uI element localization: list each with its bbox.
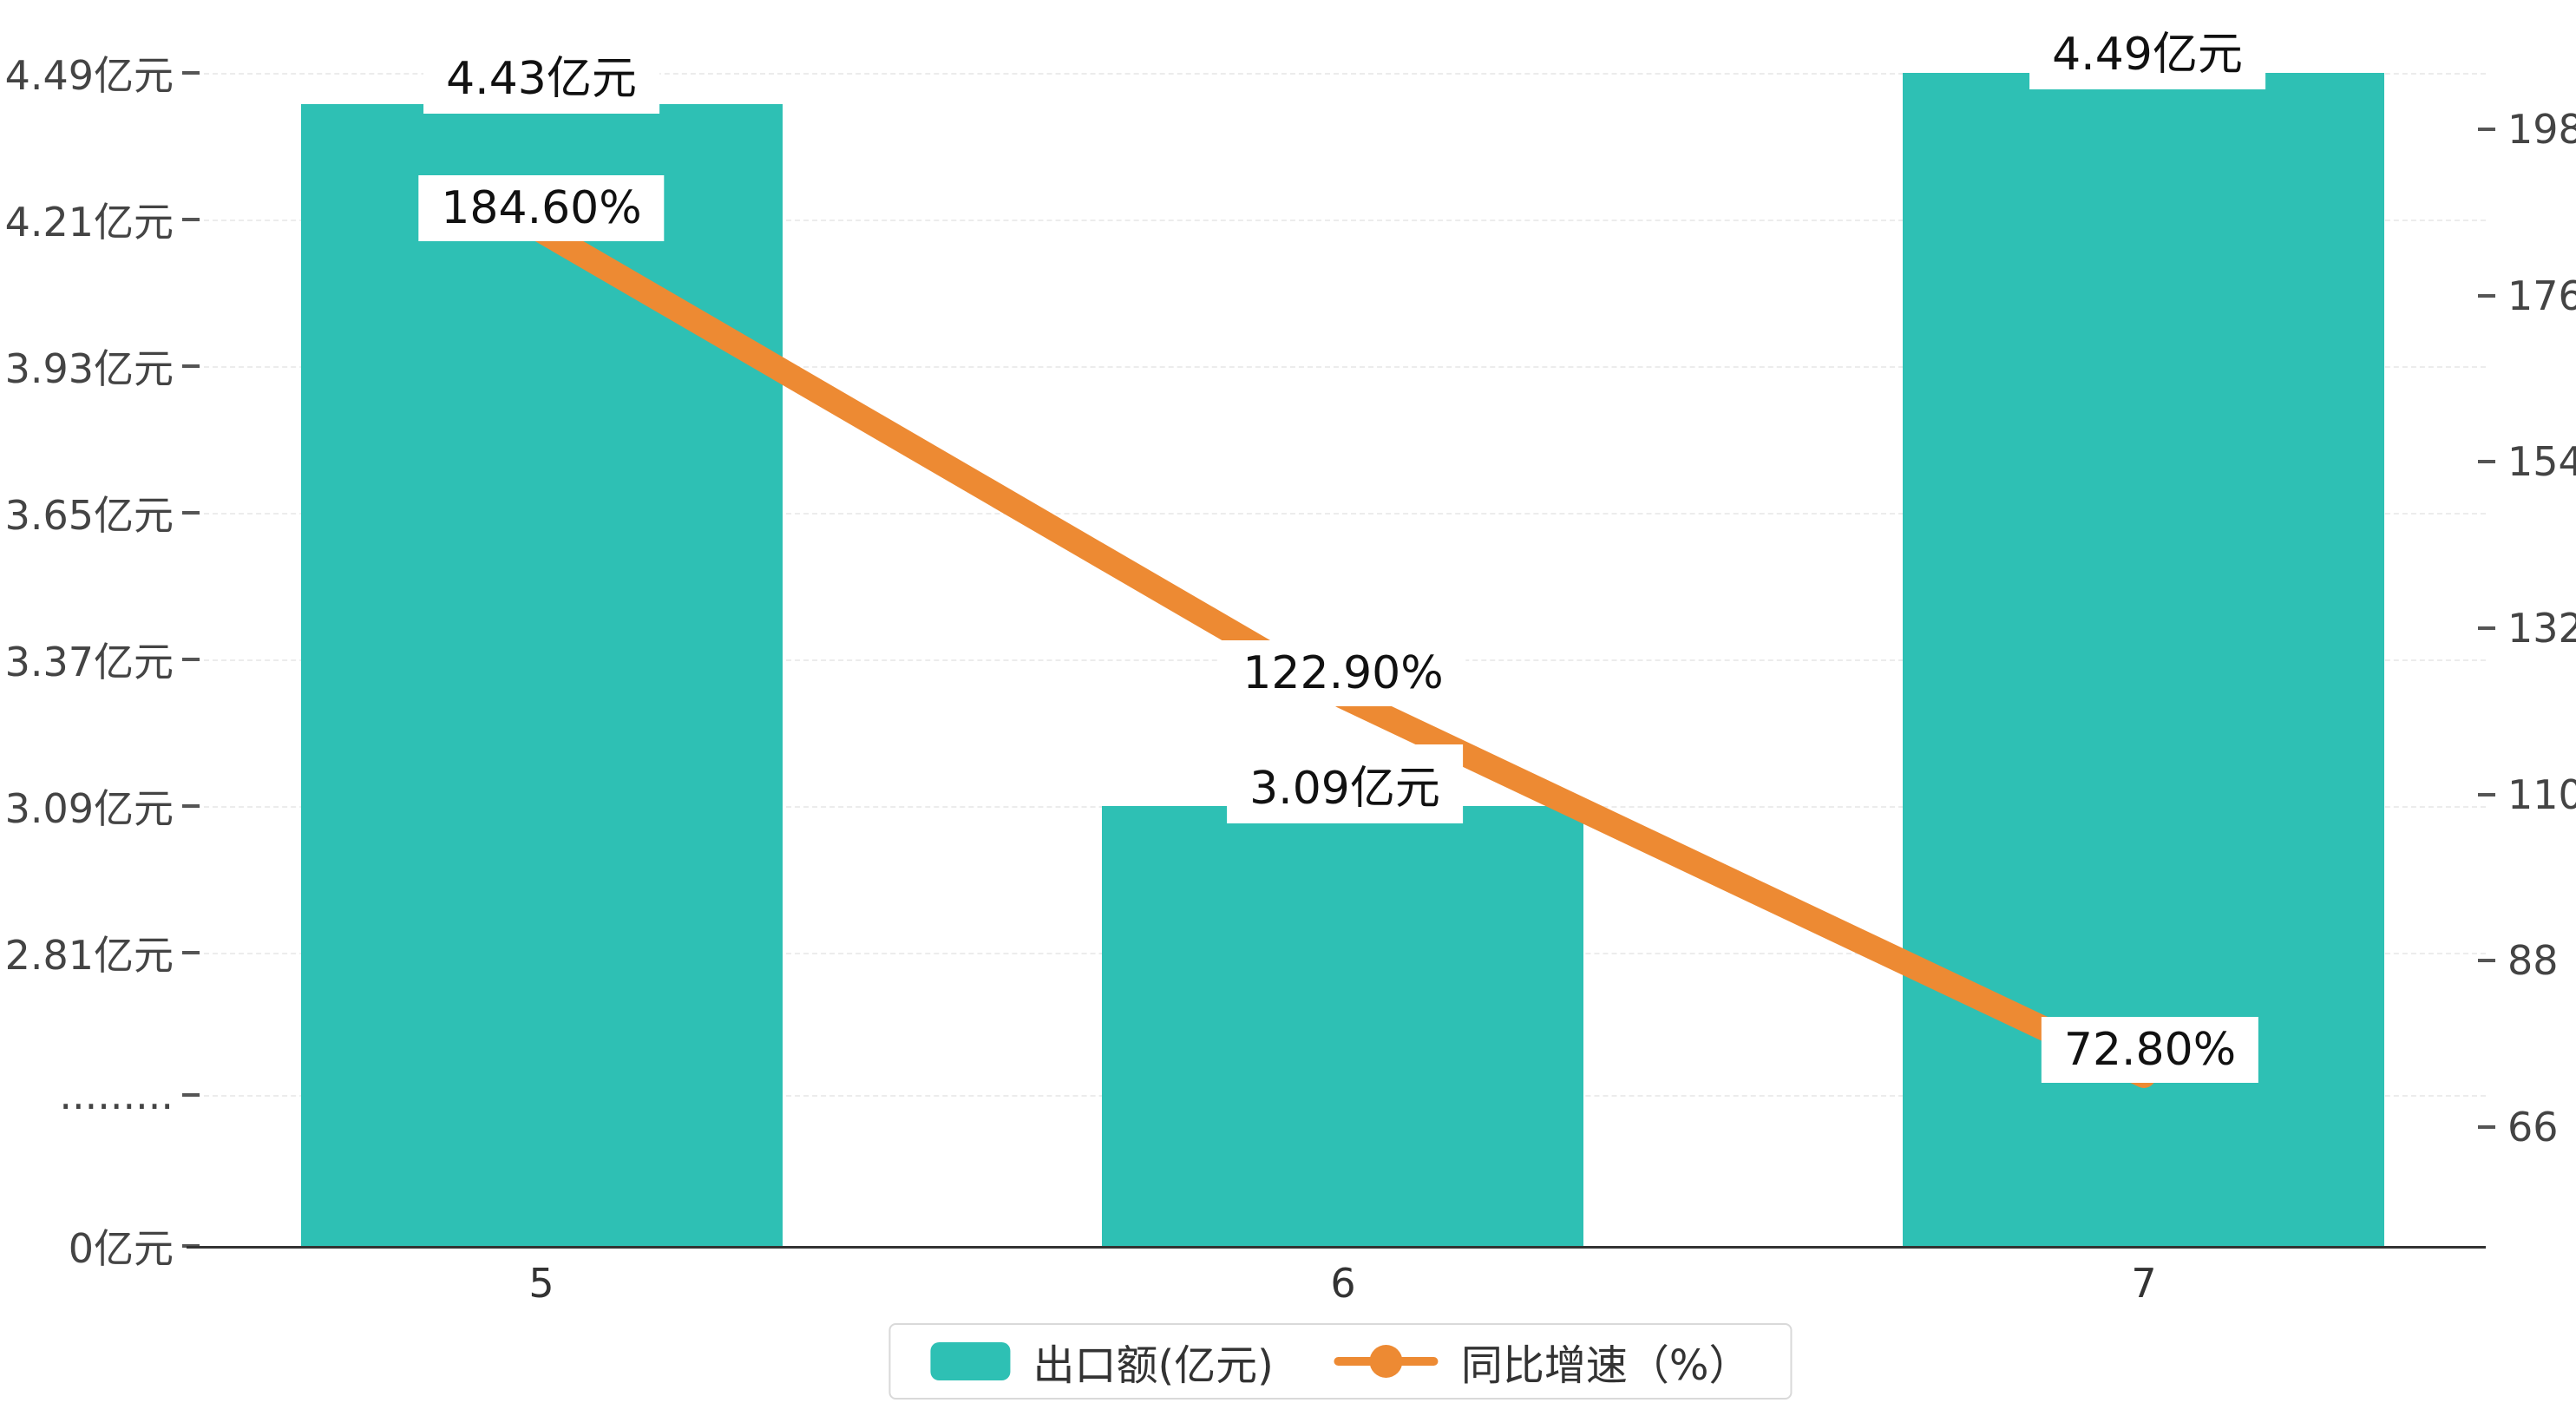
line-value-label: 122.90% (1220, 640, 1466, 706)
x-axis-tick-label: 7 (2131, 1260, 2157, 1307)
y-axis-left-tick-mark (182, 71, 200, 75)
gridline (187, 73, 2486, 75)
y-axis-left-tick-mark (182, 1093, 200, 1097)
line-value-label: 72.80% (2041, 1017, 2259, 1083)
y-axis-left-tick-label: 3.65亿元 (4, 492, 174, 539)
y-axis-left-tick-label: 2.81亿元 (4, 932, 174, 979)
legend-item-growth[interactable]: 同比增速（%） (1334, 1331, 1751, 1392)
y-axis-right-tick-label: 88 (2507, 937, 2559, 984)
y-axis-left-tick-label: 0亿元 (68, 1225, 174, 1272)
y-axis-left-tick-label: 3.37亿元 (4, 639, 174, 685)
bar-value-label: 4.49亿元 (2029, 10, 2265, 89)
legend: 出口额(亿元) 同比增速（%） (888, 1323, 1793, 1400)
y-axis-left-tick-label: 3.09亿元 (4, 785, 174, 832)
y-axis-right-tick-label: 132 (2507, 605, 2576, 652)
y-axis-left-tick-mark (182, 511, 200, 515)
bar-series-swatch-icon (930, 1342, 1011, 1380)
legend-label-export: 出口额(亿元) (1032, 1341, 1274, 1390)
y-axis-right-tick-mark (2478, 626, 2495, 630)
y-axis-right-tick-label: 176 (2507, 272, 2576, 319)
y-axis-left-tick-mark (182, 218, 200, 221)
legend-item-export[interactable]: 出口额(亿元) (930, 1331, 1274, 1392)
legend-label-growth: 同比增速（%） (1460, 1341, 1751, 1390)
y-axis-left-axis-break-label: ......... (59, 1072, 174, 1118)
x-axis-tick-label: 6 (1330, 1260, 1356, 1307)
line-series-dot-icon (1369, 1345, 1403, 1378)
y-axis-left-tick-mark (182, 951, 200, 954)
y-axis-left-tick-label: 4.49亿元 (4, 52, 174, 99)
bar-value-label: 4.43亿元 (423, 35, 659, 114)
x-axis-tick-label: 5 (528, 1260, 554, 1307)
y-axis-left-tick-mark (182, 658, 200, 661)
gridline (187, 220, 2486, 221)
x-axis-line (187, 1246, 2486, 1249)
line-value-label: 184.60% (418, 175, 665, 241)
y-axis-left-tick-mark (182, 364, 200, 368)
line-series-marker-icon (1334, 1345, 1439, 1378)
gridline (187, 366, 2486, 368)
bar-month-6[interactable] (1102, 806, 1583, 1246)
y-axis-right-tick-mark (2478, 959, 2495, 962)
y-axis-right-tick-mark (2478, 460, 2495, 463)
bar-month-5[interactable] (301, 104, 783, 1246)
gridline (187, 513, 2486, 515)
y-axis-right-tick-mark (2478, 294, 2495, 298)
y-axis-left-tick-label: 3.93亿元 (4, 345, 174, 392)
y-axis-right-tick-label: 110 (2507, 771, 2576, 818)
y-axis-right-tick-mark (2478, 1125, 2495, 1129)
y-axis-right-tick-label: 66 (2507, 1104, 2559, 1150)
y-axis-right-tick-mark (2478, 128, 2495, 131)
y-axis-left-tick-label: 4.21亿元 (4, 199, 174, 246)
y-axis-right-tick-label: 154 (2507, 438, 2576, 485)
bar-value-label: 3.09亿元 (1227, 744, 1463, 823)
y-axis-left-tick-mark (182, 804, 200, 808)
y-axis-right-tick-label: 198 (2507, 106, 2576, 153)
y-axis-right-tick-mark (2478, 793, 2495, 796)
